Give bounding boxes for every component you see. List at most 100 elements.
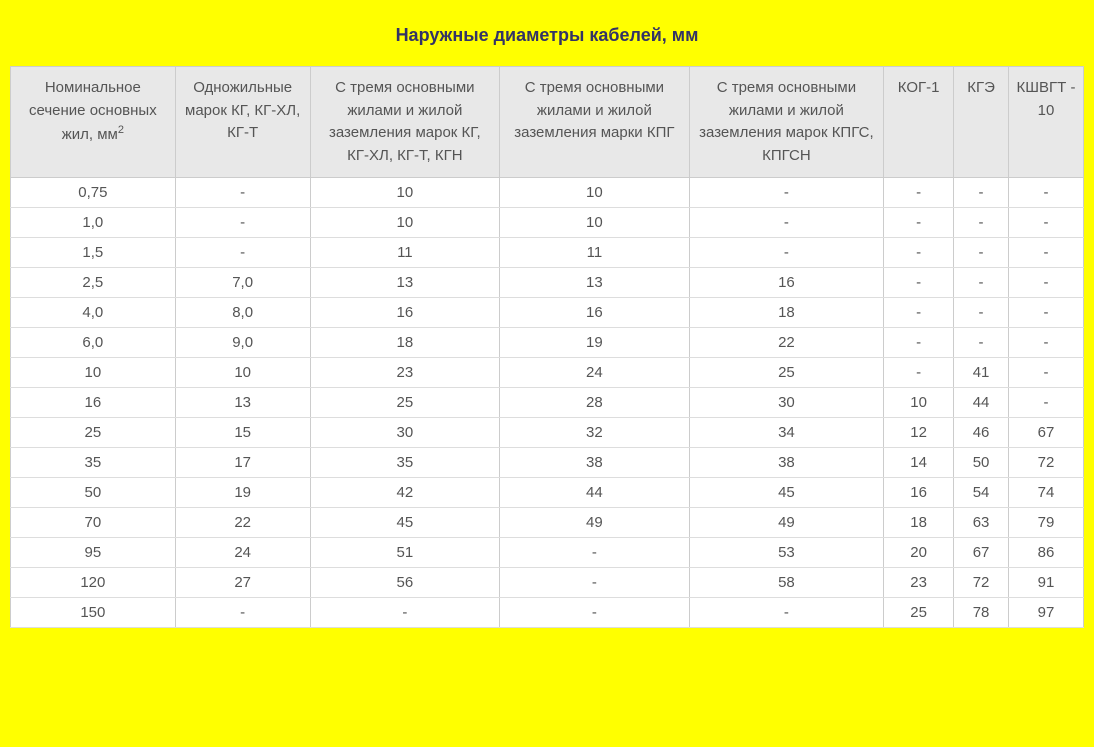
column-header-5: КОГ-1	[884, 67, 954, 178]
table-cell: 35	[310, 448, 500, 478]
table-cell: -	[954, 298, 1009, 328]
table-cell: -	[175, 238, 310, 268]
table-cell: 32	[500, 418, 690, 448]
table-cell: 44	[500, 478, 690, 508]
table-cell: 18	[884, 508, 954, 538]
table-cell: 11	[500, 238, 690, 268]
table-cell: -	[954, 178, 1009, 208]
table-row: 1,0-1010----	[11, 208, 1084, 238]
table-cell: 38	[500, 448, 690, 478]
table-cell: 25	[689, 358, 884, 388]
table-cell: 42	[310, 478, 500, 508]
table-cell: -	[884, 358, 954, 388]
table-cell: 150	[11, 598, 176, 628]
table-cell: 72	[1009, 448, 1084, 478]
table-cell: 58	[689, 568, 884, 598]
table-body: 0,75-1010----1,0-1010----1,5-1111----2,5…	[11, 178, 1084, 628]
table-cell: 34	[689, 418, 884, 448]
table-cell: 35	[11, 448, 176, 478]
table-row: 1010232425-41-	[11, 358, 1084, 388]
table-cell: 24	[500, 358, 690, 388]
table-cell: 10	[175, 358, 310, 388]
table-row: 5019424445165474	[11, 478, 1084, 508]
table-cell: 22	[175, 508, 310, 538]
table-cell: -	[689, 178, 884, 208]
table-row: 2515303234124667	[11, 418, 1084, 448]
table-cell: -	[954, 268, 1009, 298]
column-header-0: Номинальное сечение основных жил, мм2	[11, 67, 176, 178]
table-cell: 19	[175, 478, 310, 508]
table-cell: 16	[310, 298, 500, 328]
table-cell: 78	[954, 598, 1009, 628]
table-row: 0,75-1010----	[11, 178, 1084, 208]
table-cell: -	[175, 598, 310, 628]
table-cell: 15	[175, 418, 310, 448]
table-cell: -	[884, 238, 954, 268]
table-cell: 45	[689, 478, 884, 508]
table-cell: -	[175, 178, 310, 208]
column-header-2: С тремя основными жилами и жилой заземле…	[310, 67, 500, 178]
table-cell: -	[1009, 298, 1084, 328]
table-cell: 9,0	[175, 328, 310, 358]
table-cell: -	[1009, 238, 1084, 268]
table-cell: 24	[175, 538, 310, 568]
table-cell: -	[884, 328, 954, 358]
table-cell: 45	[310, 508, 500, 538]
table-cell: -	[1009, 268, 1084, 298]
table-cell: 10	[500, 178, 690, 208]
table-row: 1202756-58237291	[11, 568, 1084, 598]
table-row: 952451-53206786	[11, 538, 1084, 568]
table-cell: 70	[11, 508, 176, 538]
table-cell: 63	[954, 508, 1009, 538]
table-row: 16132528301044-	[11, 388, 1084, 418]
table-row: 6,09,0181922---	[11, 328, 1084, 358]
table-cell: 6,0	[11, 328, 176, 358]
table-cell: 10	[11, 358, 176, 388]
table-cell: 17	[175, 448, 310, 478]
table-cell: 41	[954, 358, 1009, 388]
table-cell: -	[954, 238, 1009, 268]
table-cell: 44	[954, 388, 1009, 418]
table-cell: -	[310, 598, 500, 628]
table-cell: 0,75	[11, 178, 176, 208]
table-cell: 25	[11, 418, 176, 448]
table-cell: 27	[175, 568, 310, 598]
table-cell: -	[500, 538, 690, 568]
table-cell: -	[884, 298, 954, 328]
table-cell: 50	[954, 448, 1009, 478]
table-header-row: Номинальное сечение основных жил, мм2Одн…	[11, 67, 1084, 178]
table-cell: 91	[1009, 568, 1084, 598]
table-cell: 4,0	[11, 298, 176, 328]
table-cell: -	[175, 208, 310, 238]
table-cell: 13	[175, 388, 310, 418]
table-cell: 28	[500, 388, 690, 418]
table-cell: 50	[11, 478, 176, 508]
table-cell: 13	[310, 268, 500, 298]
table-cell: -	[884, 268, 954, 298]
column-header-3: С тремя основными жилами и жилой заземле…	[500, 67, 690, 178]
table-cell: 95	[11, 538, 176, 568]
table-cell: -	[1009, 178, 1084, 208]
table-cell: -	[1009, 208, 1084, 238]
table-cell: 67	[1009, 418, 1084, 448]
table-cell: 72	[954, 568, 1009, 598]
table-cell: 16	[689, 268, 884, 298]
column-header-6: КГЭ	[954, 67, 1009, 178]
table-cell: 16	[884, 478, 954, 508]
table-cell: 25	[310, 388, 500, 418]
table-row: 4,08,0161618---	[11, 298, 1084, 328]
table-row: 2,57,0131316---	[11, 268, 1084, 298]
table-cell: -	[954, 328, 1009, 358]
table-cell: 1,5	[11, 238, 176, 268]
table-cell: -	[689, 238, 884, 268]
table-row: 1,5-1111----	[11, 238, 1084, 268]
table-cell: 10	[310, 208, 500, 238]
table-cell: 12	[884, 418, 954, 448]
table-cell: 1,0	[11, 208, 176, 238]
table-row: 150----257897	[11, 598, 1084, 628]
page-title: Наружные диаметры кабелей, мм	[10, 10, 1084, 66]
table-cell: -	[500, 598, 690, 628]
table-cell: 11	[310, 238, 500, 268]
table-cell: 18	[310, 328, 500, 358]
table-cell: 16	[11, 388, 176, 418]
